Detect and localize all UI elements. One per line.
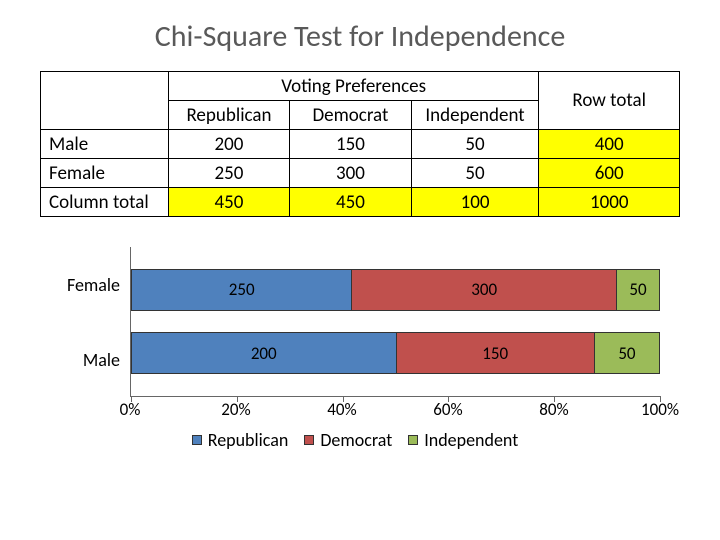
col-header: Independent: [411, 101, 539, 130]
stacked-bar-chart: Female Male 25030050 20015050 0%20%40%60…: [40, 247, 680, 451]
contingency-table: Voting Preferences Row total Republican …: [40, 71, 680, 217]
plot-area: 25030050 20015050: [130, 247, 660, 397]
cell: 200: [168, 130, 289, 159]
legend-label: Democrat: [320, 429, 392, 451]
x-tick-label: 60%: [433, 399, 462, 420]
legend-item: Independent: [408, 429, 518, 451]
bar-segment: 250: [131, 269, 351, 311]
col-total: 100: [411, 188, 539, 217]
col-total: 450: [168, 188, 289, 217]
x-axis: 0%20%40%60%80%100%: [130, 397, 660, 419]
legend-label: Independent: [424, 429, 518, 451]
row-label: Female: [41, 159, 169, 188]
bar-segment: 200: [131, 332, 396, 374]
x-tick-label: 20%: [221, 399, 250, 420]
legend: Republican Democrat Independent: [50, 429, 660, 451]
y-axis-labels: Female Male: [50, 247, 130, 397]
row-label: Male: [41, 130, 169, 159]
bar-segment: 150: [396, 332, 594, 374]
cell: 50: [411, 130, 539, 159]
legend-swatch: [408, 435, 418, 445]
x-tick-label: 100%: [641, 399, 679, 420]
bar-row: 20015050: [131, 332, 660, 374]
legend-label: Republican: [208, 429, 289, 451]
cell: 50: [411, 159, 539, 188]
table-corner: [41, 72, 169, 130]
cell: 250: [168, 159, 289, 188]
bar-segment: 300: [351, 269, 616, 311]
col-header: Republican: [168, 101, 289, 130]
legend-item: Republican: [192, 429, 289, 451]
legend-swatch: [304, 435, 314, 445]
table-row: Female 250 300 50 600: [41, 159, 680, 188]
rowtotal-header: Row total: [539, 72, 680, 130]
page-title: Chi-Square Test for Independence: [40, 18, 680, 55]
x-tick-label: 40%: [327, 399, 356, 420]
bar-segment: 50: [594, 332, 660, 374]
category-label: Female: [50, 274, 130, 296]
col-header: Democrat: [290, 101, 411, 130]
bar-segment: 50: [616, 269, 660, 311]
cell: 150: [290, 130, 411, 159]
coltotal-label: Column total: [41, 188, 169, 217]
row-total: 400: [539, 130, 680, 159]
x-tick-label: 0%: [120, 399, 141, 420]
legend-swatch: [192, 435, 202, 445]
x-tick-label: 80%: [539, 399, 568, 420]
category-label: Male: [50, 349, 130, 371]
table-row: Male 200 150 50 400: [41, 130, 680, 159]
group-header: Voting Preferences: [168, 72, 539, 101]
cell: 300: [290, 159, 411, 188]
bar-row: 25030050: [131, 269, 660, 311]
col-total: 450: [290, 188, 411, 217]
row-total: 600: [539, 159, 680, 188]
table-row: Column total 450 450 100 1000: [41, 188, 680, 217]
grand-total: 1000: [539, 188, 680, 217]
legend-item: Democrat: [304, 429, 392, 451]
